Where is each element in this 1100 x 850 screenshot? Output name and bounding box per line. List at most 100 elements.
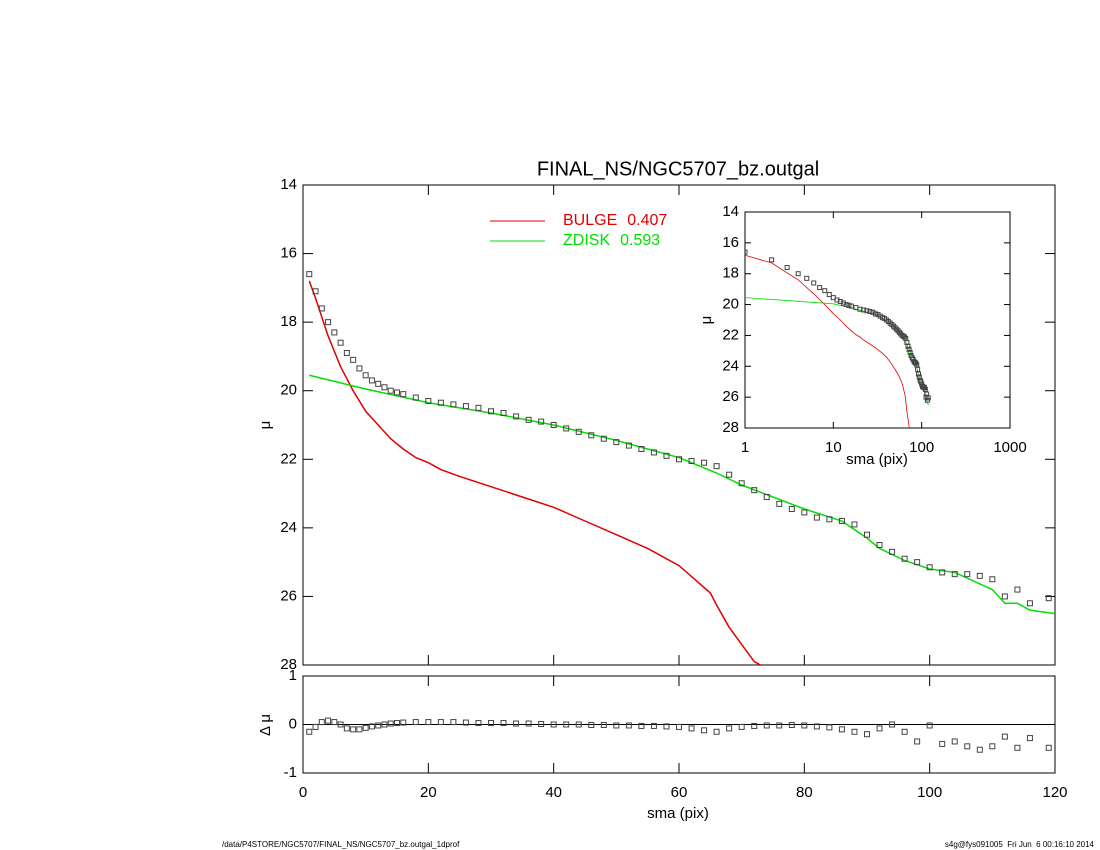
y-tick-label: 0 [289,715,297,732]
x-axis-label: sma (pix) [647,805,709,822]
data-point [563,425,570,432]
data-point [356,365,363,372]
data-point [951,571,958,578]
residual-point [613,722,620,729]
data-point [914,559,921,566]
data-point [475,404,482,411]
x-tick-label: 1 [741,439,749,456]
data-point [864,308,870,314]
data-point [788,506,795,512]
data-point [613,439,620,446]
data-point [1026,600,1033,607]
data-point [813,514,820,521]
residual-point [356,726,363,733]
data-point [575,428,582,435]
data-point [450,401,457,408]
data-point [488,408,494,415]
data-point [906,346,912,352]
data-point [663,452,670,459]
data-point [350,356,357,363]
legend-fraction: 0.407 [627,212,667,229]
data-point [318,305,325,312]
x-tick-label: 20 [420,784,437,801]
y-tick-label: 20 [280,382,297,399]
y-axis-label: Δ μ [257,714,274,736]
data-point [889,548,896,555]
data-point [625,442,632,449]
residual-point [813,723,820,730]
profile-line [745,254,910,428]
profile-line [309,374,1055,615]
data-point [325,319,332,326]
data-point [867,309,873,315]
data-point [394,389,400,396]
residual-point [462,719,469,726]
data-point [914,362,920,368]
y-axis-label: μ [698,316,715,325]
residual-point [362,724,369,731]
residual-point [500,720,507,727]
x-tick-label: 120 [1042,784,1067,801]
data-point [600,435,607,442]
data-point [688,458,695,464]
data-point [876,542,883,548]
data-point [822,288,828,294]
data-point [745,249,748,255]
data-point [312,288,319,295]
residual-point [306,728,313,735]
data-point [500,410,507,416]
residual-point [676,723,682,730]
residual-point [1045,744,1052,751]
data-point [769,257,775,263]
y-tick-label: 26 [280,587,297,604]
y-tick-label: 18 [280,313,297,330]
data-point [916,374,922,380]
data-point [817,285,823,291]
residual-point [650,722,657,729]
residual-point [488,720,494,727]
y-tick-label: 18 [722,265,739,282]
residual-point [851,728,858,735]
y-tick-label: 1 [289,667,297,684]
data-point [861,307,867,313]
residual-point [550,721,557,728]
residual-point [801,722,808,729]
data-point [437,399,444,406]
y-tick-label: 22 [722,326,739,343]
residual-point [751,722,758,729]
data-point [826,292,832,298]
data-point [907,349,913,355]
residual-point [951,738,958,745]
residual-point [381,721,388,728]
residual-point [575,721,582,728]
residual-point [412,719,419,726]
residual-point [1001,733,1008,740]
legend-fraction: 0.593 [620,232,660,249]
data-point [676,456,682,463]
y-tick-label: 24 [280,519,297,536]
data-point [738,480,745,487]
plot-area [306,271,1055,665]
y-tick-label: 22 [280,450,297,467]
residual-point [826,724,833,731]
residual-point [901,728,908,735]
plot-area [745,249,931,428]
data-point [976,572,983,579]
y-tick-label: 28 [280,656,297,673]
residual-point [394,720,400,727]
legend-label: BULGE [563,212,617,229]
residual-point [976,746,983,753]
y-tick-label: 26 [722,388,739,405]
data-point [826,516,833,523]
residual-point [563,721,570,728]
footer-path: /data/P4STORE/NGC5707/FINAL_NS/NGC5707_b… [222,840,460,849]
x-tick-label: 40 [545,784,562,801]
data-point [1045,595,1052,602]
residual-point [776,722,783,729]
data-point [368,377,375,384]
data-point [915,371,921,377]
data-point [375,380,382,387]
residual-point [763,722,770,729]
data-point [989,576,996,583]
